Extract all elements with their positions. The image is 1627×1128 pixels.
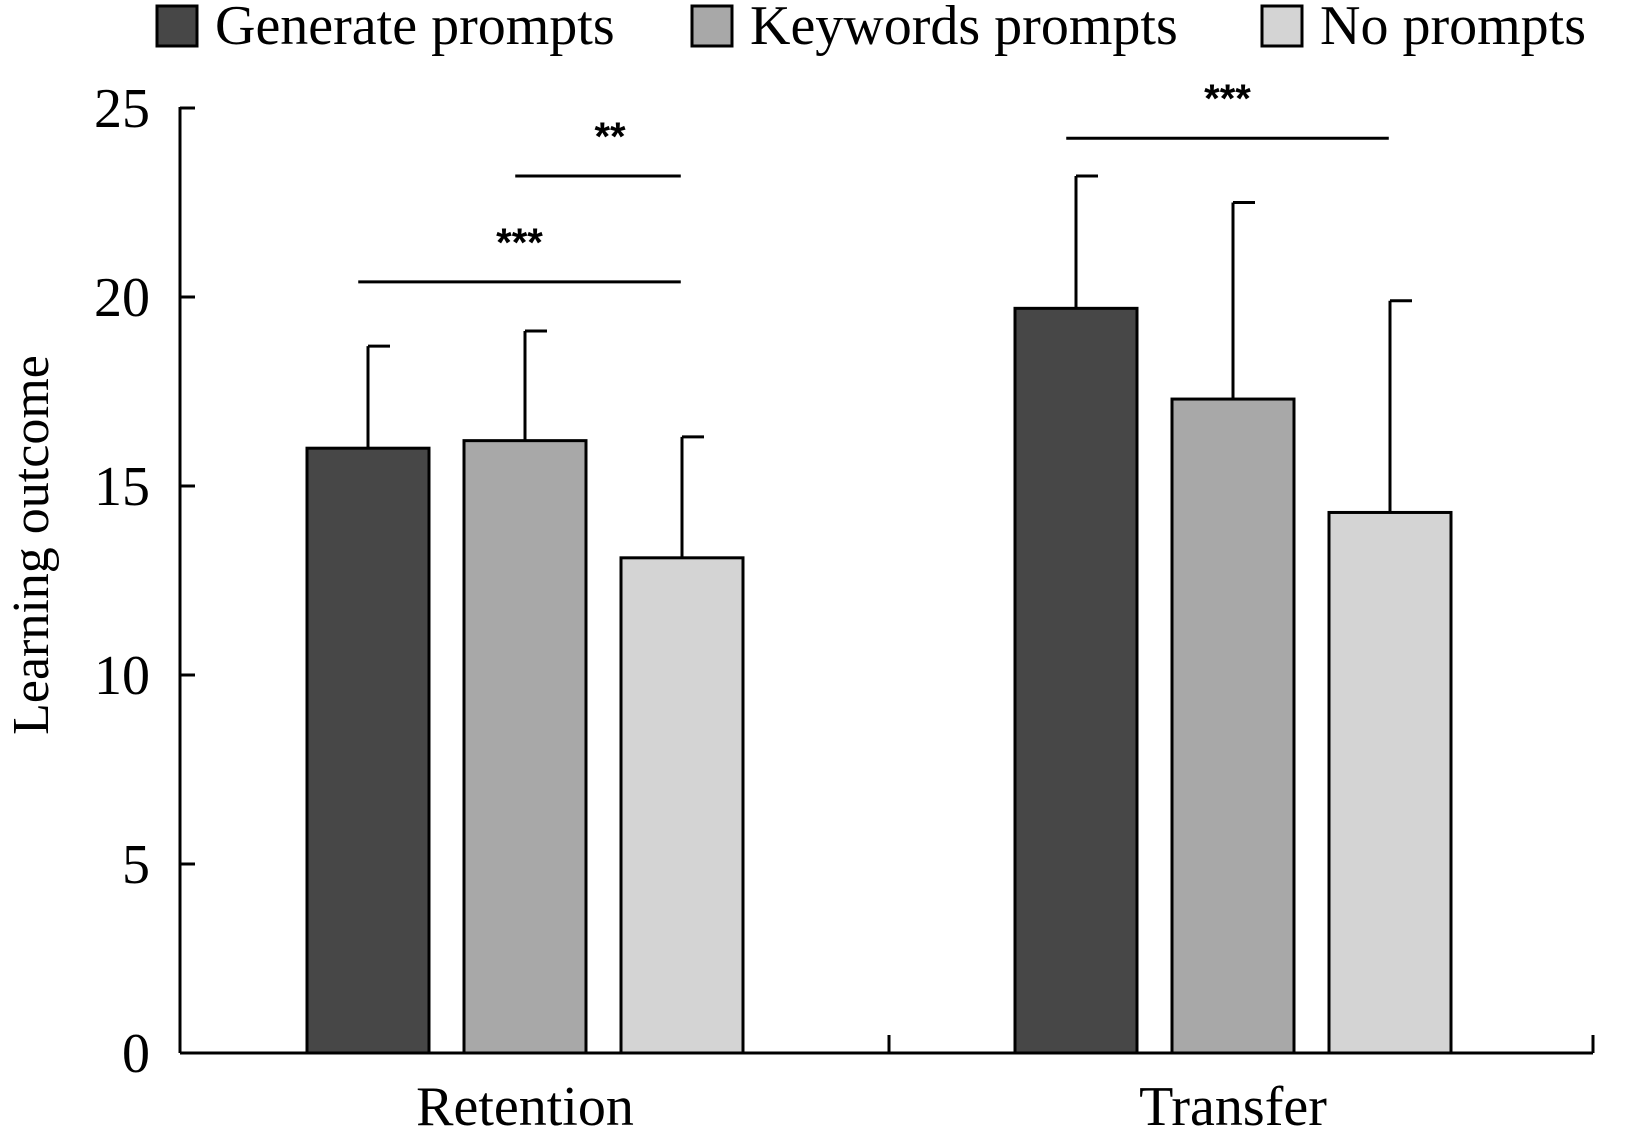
y-tick-label: 20 (94, 267, 150, 329)
y-axis-title: Learning outcome (3, 355, 60, 735)
x-category-label: Retention (416, 1076, 634, 1128)
bar (619, 556, 745, 1055)
legend-label: Generate prompts (215, 0, 615, 57)
significance-label: ** (594, 115, 626, 159)
bar (305, 446, 431, 1055)
y-tick-label: 10 (94, 645, 150, 707)
bar (1170, 397, 1296, 1055)
y-tick-label: 0 (122, 1023, 150, 1085)
legend: Generate prompts Keywords prompts No promp… (155, 0, 1586, 57)
y-tick-label: 25 (94, 78, 150, 140)
axes: 0 5 10 15 20 25 Retention Transfer (94, 78, 1595, 1128)
significance-markers: ******** (358, 77, 1389, 284)
bar (1327, 510, 1453, 1055)
legend-label: No prompts (1320, 0, 1586, 57)
bar (1013, 306, 1139, 1055)
legend-swatch (690, 4, 734, 48)
significance-label: *** (496, 221, 543, 265)
x-category-label: Transfer (1139, 1076, 1327, 1128)
bar (462, 439, 588, 1055)
bars (305, 174, 1453, 1055)
significance-label: *** (1204, 77, 1251, 121)
legend-label: Keywords prompts (750, 0, 1178, 57)
y-tick-label: 5 (122, 834, 150, 896)
legend-swatch (155, 4, 199, 48)
y-tick-label: 15 (94, 456, 150, 518)
legend-swatch (1260, 4, 1304, 48)
